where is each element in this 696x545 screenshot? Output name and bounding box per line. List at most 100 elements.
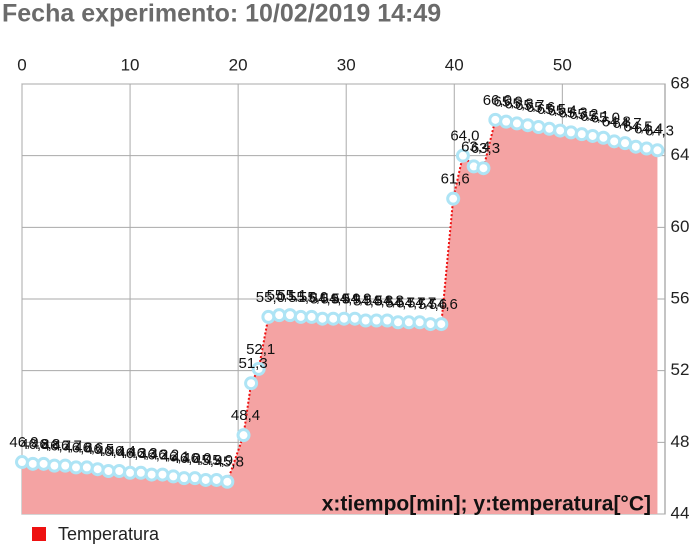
data-label: 46,6 xyxy=(74,439,103,456)
data-label: 65,1 xyxy=(580,108,609,125)
data-label: 63,4 xyxy=(461,138,490,155)
y-tick-label: 60 xyxy=(671,217,690,236)
marker xyxy=(499,114,514,129)
data-label: 54,7 xyxy=(396,294,425,311)
marker xyxy=(520,118,535,133)
marker xyxy=(488,112,503,127)
data-label: 46,0 xyxy=(171,450,200,467)
data-label: 54,8 xyxy=(375,292,404,309)
x-tick-label: 10 xyxy=(121,55,140,74)
y-tick-label: 68 xyxy=(671,73,690,92)
data-label: 46,4 xyxy=(96,443,125,460)
x-tick-label: 40 xyxy=(445,55,464,74)
data-label: 52,1 xyxy=(246,341,275,358)
x-tick-label: 0 xyxy=(17,55,26,74)
data-label: 54,9 xyxy=(310,291,339,308)
data-label: 55,1 xyxy=(277,287,306,304)
data-label: 54,9 xyxy=(342,291,371,308)
marker xyxy=(446,191,461,206)
marker xyxy=(251,361,266,376)
data-label: 64,0 xyxy=(450,128,479,145)
data-label: 46,9 xyxy=(9,434,38,451)
y-tick-label: 44 xyxy=(671,503,690,522)
marker xyxy=(412,315,427,330)
marker xyxy=(304,309,319,324)
marker xyxy=(166,469,181,484)
data-label: 66,0 xyxy=(483,92,512,109)
y-tick-label: 52 xyxy=(671,360,690,379)
data-label: 46,1 xyxy=(161,448,190,465)
data-label: 51,3 xyxy=(239,355,268,372)
data-label: 63,3 xyxy=(471,140,500,157)
data-label: 46,7 xyxy=(53,438,82,455)
marker xyxy=(650,143,665,158)
data-label: 64,5 xyxy=(623,119,652,136)
data-label: 46,2 xyxy=(139,447,168,464)
data-label: 46,3 xyxy=(117,445,146,462)
marker xyxy=(36,456,51,471)
marker xyxy=(155,467,170,482)
marker xyxy=(187,471,202,486)
data-label: 64,8 xyxy=(602,113,631,130)
data-label: 65,0 xyxy=(591,110,620,127)
data-label: 54,7 xyxy=(407,294,436,311)
marker xyxy=(133,465,148,480)
marker xyxy=(380,313,395,328)
data-label: 55,0 xyxy=(288,289,317,306)
marker xyxy=(607,134,622,149)
data-label: 65,4 xyxy=(548,103,577,120)
marker xyxy=(79,460,94,475)
marker xyxy=(90,462,105,477)
data-label: 46,3 xyxy=(128,445,157,462)
data-label: 65,3 xyxy=(558,104,587,121)
data-label: 65,9 xyxy=(494,94,523,111)
marker xyxy=(455,148,470,163)
marker xyxy=(209,472,224,487)
marker xyxy=(112,464,127,478)
data-label: 45,9 xyxy=(204,452,233,469)
marker xyxy=(639,141,654,156)
marker xyxy=(15,455,29,470)
marker xyxy=(261,309,276,324)
data-label: 46,8 xyxy=(31,436,60,453)
data-label: 48,4 xyxy=(231,407,260,424)
data-label: 46,2 xyxy=(150,447,179,464)
data-label: 46,7 xyxy=(42,438,71,455)
data-label: 65,2 xyxy=(569,106,598,123)
data-label: 54,9 xyxy=(321,291,350,308)
marker xyxy=(434,317,449,332)
data-label: 54,7 xyxy=(385,294,414,311)
data-label: 54,8 xyxy=(364,292,393,309)
data-label: 55,0 xyxy=(256,289,285,306)
marker xyxy=(542,121,557,136)
data-label: 55,0 xyxy=(299,289,328,306)
data-label: 46,0 xyxy=(182,450,211,467)
data-label: 61,6 xyxy=(441,171,470,188)
data-label: 64,4 xyxy=(634,120,663,137)
area xyxy=(22,119,658,514)
marker xyxy=(236,428,251,443)
y-tick-label: 56 xyxy=(671,288,690,307)
marker xyxy=(563,125,578,140)
data-label: 54,8 xyxy=(353,292,382,309)
marker xyxy=(58,458,73,473)
data-label: 54,6 xyxy=(429,296,458,313)
data-label: 46,6 xyxy=(63,439,92,456)
marker xyxy=(509,116,524,131)
annotation: x:tiempo[min]; y:temperatura[°C] xyxy=(322,493,651,516)
data-label: 54,6 xyxy=(418,296,447,313)
marker xyxy=(476,161,491,176)
marker xyxy=(347,311,362,326)
marker xyxy=(531,120,546,134)
x-tick-label: 50 xyxy=(553,55,572,74)
marker xyxy=(585,128,600,143)
y-tick-label: 48 xyxy=(671,432,690,451)
data-label: 46,4 xyxy=(107,443,136,460)
chart-title: Fecha experimento: 10/02/2019 14:49 xyxy=(2,0,441,28)
data-label: 46,5 xyxy=(85,441,114,458)
y-tick-label: 64 xyxy=(671,145,690,164)
x-tick-label: 20 xyxy=(229,55,248,74)
data-label: 45,8 xyxy=(215,454,244,471)
x-tick-label: 30 xyxy=(337,55,356,74)
